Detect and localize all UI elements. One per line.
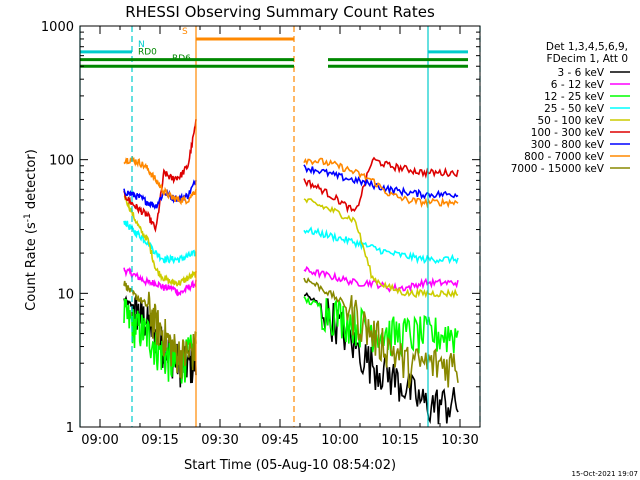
y-tick-label: 1000 [41,20,74,35]
legend-label: 25 - 50 keV [544,103,605,115]
x-tick-label: 10:30 [441,433,478,448]
series-line-6-segment-2 [303,156,459,214]
series-line-4-segment-2 [303,226,459,265]
legend-label: 7000 - 15000 keV [511,163,605,175]
series-line-3-segment-2 [303,296,459,357]
legend-label: 800 - 7000 keV [524,151,605,163]
x-tick-label: 09:15 [141,433,178,448]
legend-header-line: Det 1,3,4,5,6,9, [546,41,628,53]
legend-header-line: FDecim 1, Att 0 [547,53,628,65]
legend-label: 6 - 12 keV [551,79,605,91]
legend-label: 50 - 100 keV [537,115,604,127]
series-line-7-segment-2 [303,164,459,200]
series-line-8-segment-2 [303,157,459,209]
footer-timestamp: 15-Oct-2021 19:07 [572,470,638,478]
flag-label-rd0: RD0 [138,48,157,58]
x-tick-label: 10:15 [381,433,418,448]
series-line-2-segment-2 [303,265,459,293]
x-axis-label: Start Time (05-Aug-10 08:54:02) [184,458,396,473]
y-axis-label: Count Rate (s-1 detector) [23,149,39,311]
y-tick-label: 100 [49,154,74,169]
y-axis-label-suffix: detector [24,154,39,214]
legend-label: 100 - 300 keV [531,127,605,139]
x-tick-label: 09:45 [261,433,298,448]
legend: Det 1,3,4,5,6,9,FDecim 1, Att 0 3 - 6 keV… [511,41,630,175]
y-tick-label: 10 [57,287,74,302]
y-axis-label-end: ) [24,149,39,154]
axes: 1 10 100 1000 09:00 09:15 09:30 09:45 10:00 10:15… [41,20,481,448]
legend-label: 300 - 800 keV [531,139,605,151]
series-line-5-segment-1 [123,195,197,287]
legend-label: 3 - 6 keV [557,67,604,79]
series-line-9-segment-1 [123,280,197,379]
series-line-8-segment-1 [123,156,197,206]
y-axis-label-sup: -1 [23,213,33,222]
y-tick-label: 1 [66,421,74,436]
y-axis-label-prefix: Count Rate (s [24,222,39,311]
flag-label-s: S [182,27,188,37]
x-tick-label: 09:00 [81,433,118,448]
flag-label-rd6: RD6 [172,54,191,64]
series-line-5-segment-2 [303,198,459,299]
x-tick-label: 10:00 [321,433,358,448]
x-tick-label: 09:30 [201,433,238,448]
legend-label: 12 - 25 keV [544,91,605,103]
series-line-9-segment-2 [303,277,459,389]
chart-title: RHESSI Observing Summary Count Rates [125,3,435,21]
flag-label-n: N [138,40,145,50]
series-line-4-segment-1 [123,220,197,265]
series-line-2-segment-1 [123,266,197,297]
